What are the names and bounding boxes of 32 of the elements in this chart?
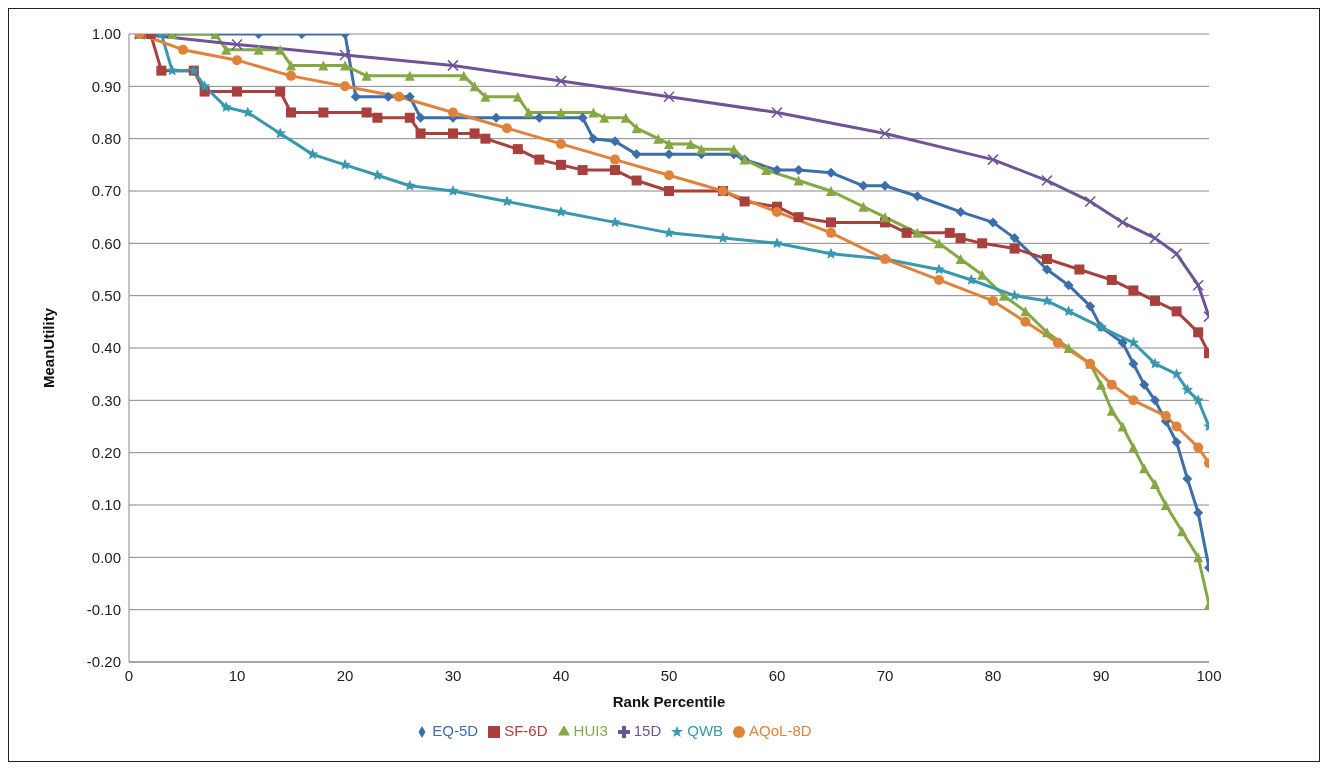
y-tick-label: 1.00 bbox=[91, 25, 121, 43]
legend-label: HUI3 bbox=[573, 722, 608, 739]
x-tick-label: 20 bbox=[336, 666, 354, 684]
y-tick-label: 0.00 bbox=[91, 548, 121, 566]
y-tick-label: 0.20 bbox=[91, 443, 121, 461]
x-tick-label: 80 bbox=[984, 666, 1002, 684]
y-tick-label: -0.20 bbox=[86, 653, 121, 671]
y-tick-label: -0.10 bbox=[86, 600, 121, 618]
y-tick-label: 0.30 bbox=[91, 391, 121, 409]
x-tick-label: 40 bbox=[552, 666, 570, 684]
y-tick-label: 0.80 bbox=[91, 129, 121, 147]
legend-label: QWB bbox=[687, 722, 724, 739]
y-tick-label: 0.50 bbox=[91, 286, 121, 304]
x-tick-label: 30 bbox=[444, 666, 462, 684]
legend-label: AQoL-8D bbox=[749, 722, 812, 739]
y-axis-title: MeanUtility bbox=[40, 307, 58, 389]
x-tick-label: 0 bbox=[124, 666, 134, 684]
y-tick-label: 0.40 bbox=[91, 339, 121, 357]
legend-label: 15D bbox=[633, 722, 662, 739]
y-tick-label: 0.90 bbox=[91, 77, 121, 95]
x-tick-label: 10 bbox=[228, 666, 246, 684]
y-tick-label: 0.10 bbox=[91, 496, 121, 514]
x-tick-label: 70 bbox=[876, 666, 894, 684]
x-tick-label: 90 bbox=[1092, 666, 1110, 684]
legend-label: EQ-5D bbox=[432, 722, 479, 739]
x-tick-label: 100 bbox=[1196, 666, 1222, 684]
y-tick-label: 0.60 bbox=[91, 234, 121, 252]
y-tick-label: 0.70 bbox=[91, 182, 121, 200]
legend-label: SF-6D bbox=[504, 722, 548, 739]
x-tick-label: 60 bbox=[768, 666, 786, 684]
x-axis-title: Rank Percentile bbox=[612, 693, 726, 710]
x-tick-label: 50 bbox=[660, 666, 678, 684]
